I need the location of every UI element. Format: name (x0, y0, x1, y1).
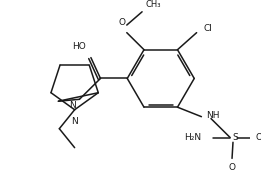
Text: O: O (118, 18, 126, 27)
Text: CH₃: CH₃ (146, 0, 161, 9)
Text: Cl: Cl (203, 24, 212, 33)
Text: N: N (71, 117, 78, 126)
Text: NH: NH (206, 111, 220, 120)
Text: N: N (69, 101, 76, 110)
Text: O: O (255, 133, 261, 142)
Text: HO: HO (72, 42, 86, 51)
Text: S: S (232, 133, 238, 142)
Text: H₂N: H₂N (184, 133, 201, 142)
Text: O: O (229, 163, 235, 172)
